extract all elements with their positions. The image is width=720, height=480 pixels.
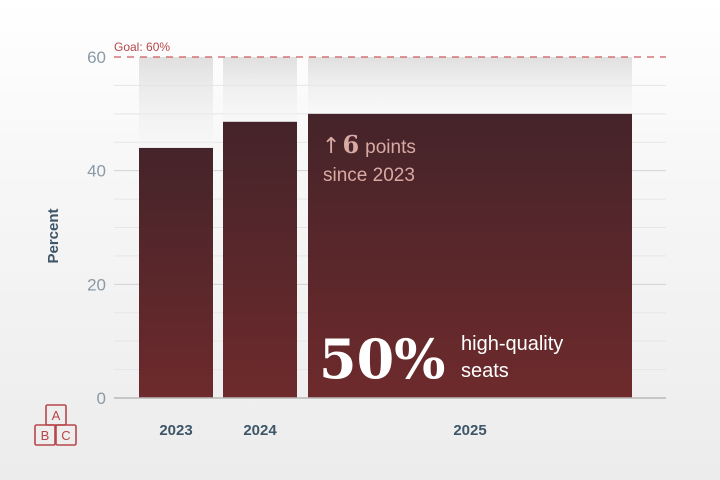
bar-2025 [308, 113, 632, 398]
x-tick-label: 2025 [453, 422, 486, 439]
axes: 0 20 40 60 2023 2024 2025 [87, 48, 666, 439]
callout-value: 50% [319, 327, 445, 391]
block-letter-c: C [61, 428, 70, 443]
goal-gap-2023 [139, 57, 213, 148]
y-tick-label: 40 [87, 162, 106, 181]
goal-label: Goal: 60% [114, 40, 170, 54]
y-tick-label: 20 [87, 275, 106, 294]
goal-ghost-bars [139, 57, 632, 148]
x-tick-label: 2023 [159, 422, 192, 439]
bar-2023 [139, 147, 213, 398]
delta-text-since: since 2023 [323, 165, 415, 186]
block-letter-a: A [52, 408, 61, 423]
abc-blocks-icon: A B C [34, 404, 77, 446]
bars [139, 113, 632, 398]
delta-number: 6 [342, 130, 359, 159]
up-arrow-icon: ↑ [322, 134, 340, 159]
y-axis-label: Percent [45, 208, 62, 263]
bar-2024 [223, 121, 297, 398]
callout-line-1: high-quality [461, 333, 563, 355]
y-tick-label: 60 [87, 48, 106, 67]
value-callout: 50% high-quality seats [319, 327, 563, 391]
callout-line-2: seats [461, 360, 509, 382]
delta-annotation: ↑6 points since 2023 [322, 130, 416, 186]
block-letter-b: B [41, 428, 50, 443]
goal-gap-2024 [223, 57, 297, 122]
goal-gap-2025 [308, 57, 632, 114]
delta-text-points: points [365, 137, 416, 158]
x-tick-label: 2024 [243, 422, 277, 439]
y-tick-label: 0 [97, 389, 106, 408]
